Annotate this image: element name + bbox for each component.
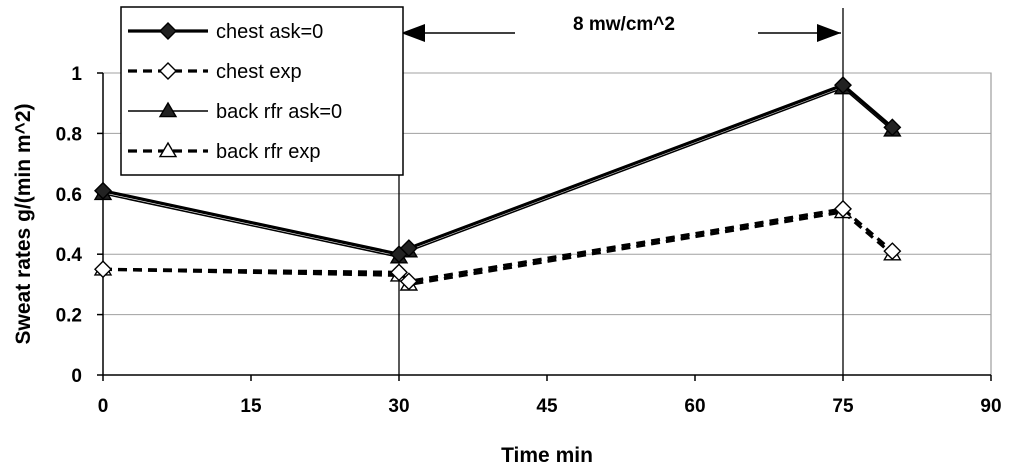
series-line — [102, 210, 894, 287]
y-axis-label: Sweat rates g/(min m^2) — [12, 104, 35, 345]
x-tick-label: 0 — [98, 396, 109, 417]
data-point — [399, 239, 418, 258]
data-point — [834, 76, 852, 95]
x-tick-label: 45 — [536, 396, 558, 417]
x-tick-label: 90 — [980, 396, 1001, 417]
legend-entry: back rfr exp — [128, 141, 320, 163]
x-tick-label: 30 — [388, 396, 409, 417]
x-axis-label: Time min — [501, 444, 593, 467]
legend-marker — [159, 22, 177, 40]
data-point — [834, 199, 852, 218]
annotation-arrow-right-head — [817, 24, 841, 42]
legend-marker — [158, 101, 178, 118]
legend-label: chest exp — [216, 61, 302, 83]
y-tick-label: 0.8 — [56, 124, 82, 145]
x-tick-labels: 0 15 30 45 60 75 90 — [98, 396, 1002, 417]
legend-label: back rfr exp — [216, 141, 320, 163]
x-tick-label: 75 — [832, 396, 854, 417]
data-point — [94, 181, 112, 200]
series-1 — [94, 199, 902, 291]
legend-marker — [158, 141, 178, 158]
legend-entry: chest ask=0 — [128, 21, 323, 43]
legend-entry: chest exp — [128, 61, 302, 83]
y-tick-label: 1 — [71, 64, 82, 85]
legend-label: chest ask=0 — [216, 21, 323, 43]
annotation-arrow-left-head — [401, 24, 425, 42]
legend: chest ask=0 chest exp back rfr ask=0 back r… — [120, 6, 404, 176]
y-tick-labels: 0 0.2 0.4 0.6 0.8 1 — [56, 64, 83, 387]
series-0 — [94, 76, 902, 264]
x-tick-label: 60 — [684, 396, 705, 417]
x-tick-label: 15 — [240, 396, 262, 417]
annotation-group: 8 mw/cm^2 — [401, 14, 841, 42]
y-tick-label: 0.6 — [56, 185, 82, 206]
data-point — [390, 263, 408, 282]
legend-marker — [159, 62, 177, 80]
axes — [97, 72, 992, 381]
y-tick-label: 0.2 — [56, 306, 82, 327]
y-tick-label: 0.4 — [56, 245, 83, 266]
legend-entry: back rfr ask=0 — [128, 101, 342, 123]
series-line — [102, 207, 894, 284]
data-point — [883, 118, 902, 137]
legend-label: back rfr ask=0 — [216, 101, 342, 123]
y-tick-label: 0 — [71, 366, 82, 387]
annotation-label: 8 mw/cm^2 — [573, 14, 675, 35]
data-point — [399, 272, 418, 291]
data-point — [94, 260, 112, 279]
data-point — [883, 242, 902, 261]
series-group — [93, 76, 902, 291]
